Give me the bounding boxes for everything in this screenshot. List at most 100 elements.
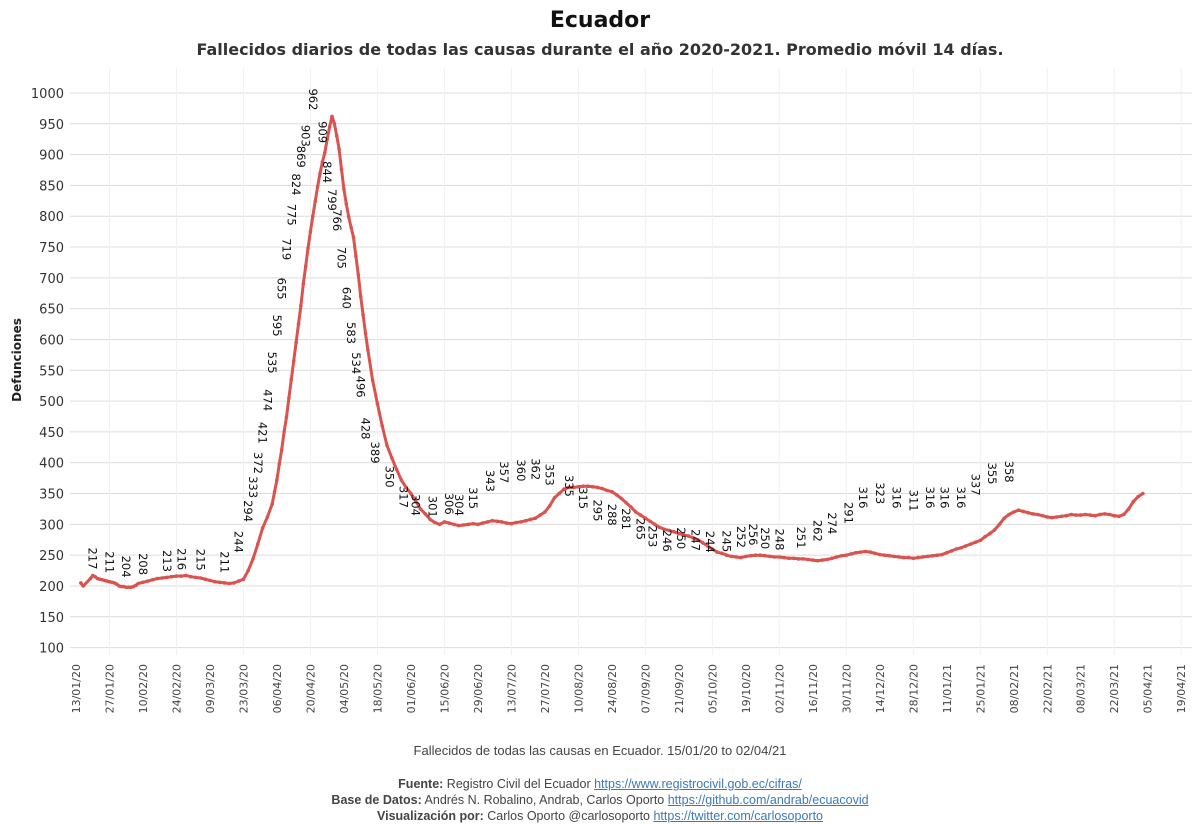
- data-point: [337, 147, 341, 151]
- data-label: 428: [358, 418, 372, 440]
- credit-visualization-link[interactable]: https://twitter.com/carlosoporto: [653, 809, 823, 823]
- data-point: [643, 516, 648, 520]
- y-tick-label: 850: [39, 179, 64, 194]
- data-label: 962: [306, 88, 320, 110]
- data-point: [270, 502, 275, 506]
- x-tick-label: 09/03/20: [204, 664, 217, 713]
- data-point: [1016, 508, 1021, 512]
- data-point: [476, 522, 480, 527]
- data-point: [629, 505, 633, 509]
- data-label: 705: [335, 247, 349, 269]
- data-point: [691, 536, 695, 540]
- data-point: [342, 187, 346, 191]
- credit-database: Base de Datos: Andrés N. Robalino, Andra…: [0, 792, 1200, 808]
- data-point: [413, 499, 418, 503]
- data-point: [940, 552, 944, 557]
- data-point: [734, 555, 739, 559]
- data-point: [349, 225, 353, 230]
- credits: Fuente: Registro Civil del Ecuador https…: [0, 776, 1200, 824]
- data-point: [289, 377, 294, 382]
- data-label: 256: [746, 524, 760, 546]
- data-point: [380, 424, 385, 428]
- credit-database-label: Base de Datos:: [331, 793, 422, 807]
- data-point: [897, 555, 901, 559]
- data-label: 655: [275, 278, 289, 300]
- data-point: [189, 574, 193, 579]
- data-label: 595: [270, 315, 284, 337]
- data-point: [272, 489, 277, 494]
- data-point: [1069, 512, 1073, 517]
- data-point: [361, 313, 365, 317]
- data-label: 535: [265, 352, 279, 374]
- data-point: [830, 556, 834, 561]
- data-label: 304: [452, 494, 466, 516]
- y-tick-label: 550: [39, 364, 64, 379]
- data-point: [260, 526, 265, 530]
- data-point: [614, 493, 619, 497]
- x-tick-label: 27/07/20: [539, 664, 552, 713]
- data-point: [325, 137, 330, 141]
- data-label: 317: [397, 486, 411, 508]
- data-point: [1045, 515, 1050, 519]
- data-point: [81, 584, 85, 588]
- data-point: [344, 202, 349, 206]
- y-tick-label: 1000: [31, 87, 64, 102]
- x-tick-label: 13/07/20: [505, 664, 518, 713]
- data-point: [686, 534, 691, 538]
- x-tick-label: 29/06/20: [472, 664, 485, 713]
- data-point: [547, 504, 552, 508]
- data-point: [720, 551, 724, 556]
- data-point: [543, 510, 547, 514]
- data-label: 253: [646, 525, 660, 547]
- data-label: 274: [825, 512, 839, 534]
- data-point: [844, 553, 849, 557]
- data-point: [581, 484, 585, 489]
- x-tick-label: 25/01/21: [974, 664, 987, 713]
- x-tick-label: 20/04/20: [304, 664, 317, 713]
- y-tick-label: 450: [39, 426, 64, 441]
- data-label: 244: [232, 531, 246, 553]
- y-tick-label: 350: [39, 488, 64, 503]
- data-point: [806, 557, 810, 562]
- data-point: [418, 507, 423, 511]
- data-label: 496: [354, 376, 368, 398]
- data-label: 766: [330, 209, 344, 231]
- data-point: [193, 575, 198, 580]
- data-point: [255, 542, 260, 546]
- data-point: [533, 516, 538, 520]
- data-point: [198, 576, 203, 580]
- credit-source-link[interactable]: https://www.registrocivil.gob.ec/cifras/: [594, 777, 802, 791]
- data-point: [954, 547, 959, 551]
- data-point: [528, 517, 533, 522]
- data-point: [854, 550, 858, 555]
- data-point: [576, 485, 581, 489]
- data-label: 316: [954, 487, 968, 509]
- data-point: [169, 574, 174, 579]
- data-point: [303, 264, 308, 269]
- data-label: 355: [985, 463, 999, 485]
- data-label: 583: [344, 322, 358, 344]
- data-point: [1035, 512, 1040, 517]
- data-label: 360: [514, 459, 528, 481]
- data-label: 337: [968, 474, 982, 496]
- data-point: [916, 555, 920, 560]
- data-point: [1002, 516, 1006, 520]
- data-point: [763, 554, 767, 558]
- data-point: [114, 582, 119, 586]
- y-tick-label: 650: [39, 303, 64, 318]
- data-point: [150, 578, 155, 582]
- data-point: [452, 522, 456, 527]
- x-tick-label: 22/03/21: [1108, 664, 1121, 713]
- credit-database-text: Andrés N. Robalino, Andrab, Carlos Oport…: [424, 793, 665, 807]
- data-point: [437, 522, 442, 527]
- data-point: [284, 415, 289, 419]
- data-point: [1059, 514, 1064, 519]
- chart-caption: Fallecidos de todas las causas en Ecuado…: [413, 743, 787, 758]
- credit-database-link[interactable]: https://github.com/andrab/ecuacovid: [667, 793, 869, 807]
- data-point: [1131, 499, 1136, 504]
- data-label: 311: [906, 490, 920, 512]
- data-point: [887, 554, 892, 558]
- data-label: 246: [660, 530, 674, 552]
- data-label: 362: [528, 458, 542, 480]
- credit-visualization: Visualización por: Carlos Oporto @carlos…: [0, 808, 1200, 824]
